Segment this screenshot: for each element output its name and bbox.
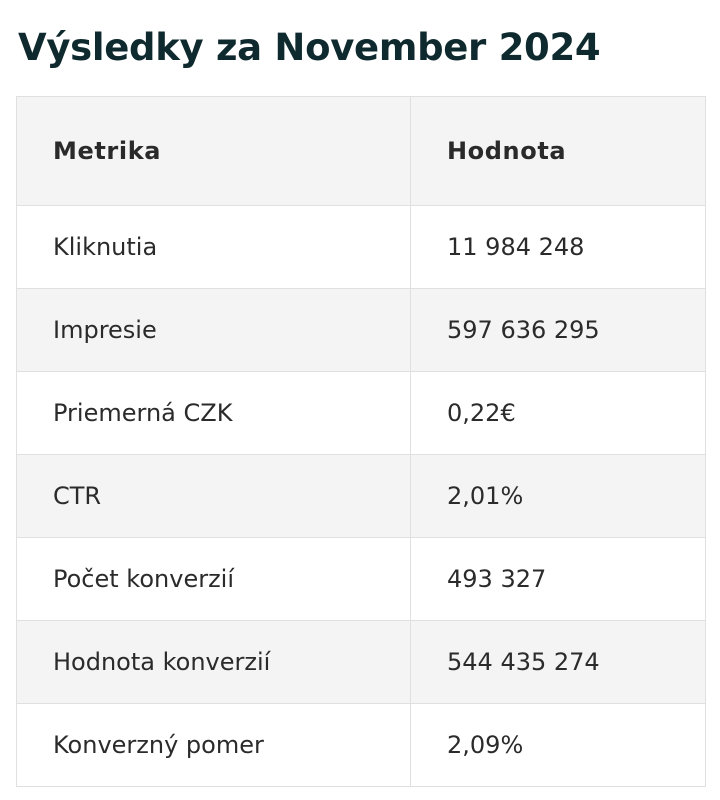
metric-cell: Kliknutia: [16, 205, 411, 289]
table-row-conversion-rate: Konverzný pomer 2,09%: [16, 703, 706, 787]
value-cell: 544 435 274: [410, 620, 706, 704]
metric-cell: Konverzný pomer: [16, 703, 411, 787]
table-row-average-cpc: Priemerná CZK 0,22€: [16, 371, 706, 455]
metric-cell: Počet konverzií: [16, 537, 411, 621]
table-row-impressions: Impresie 597 636 295: [16, 288, 706, 372]
value-cell: 2,01%: [410, 454, 706, 538]
results-table: Metrika Hodnota Kliknutia 11 984 248 Imp…: [16, 96, 706, 787]
table-header-row: Metrika Hodnota: [16, 96, 706, 206]
value-cell: 2,09%: [410, 703, 706, 787]
header-value: Hodnota: [410, 96, 706, 206]
results-table-container: Metrika Hodnota Kliknutia 11 984 248 Imp…: [16, 96, 706, 787]
table-row-conversions: Počet konverzií 493 327: [16, 537, 706, 621]
value-cell: 493 327: [410, 537, 706, 621]
metric-cell: Priemerná CZK: [16, 371, 411, 455]
metric-cell: CTR: [16, 454, 411, 538]
metric-cell: Hodnota konverzií: [16, 620, 411, 704]
value-cell: 11 984 248: [410, 205, 706, 289]
metric-cell: Impresie: [16, 288, 411, 372]
table-row-clicks: Kliknutia 11 984 248: [16, 205, 706, 289]
page-title: Výsledky za November 2024: [18, 26, 601, 69]
value-cell: 0,22€: [410, 371, 706, 455]
table-row-conversion-value: Hodnota konverzií 544 435 274: [16, 620, 706, 704]
header-metric: Metrika: [16, 96, 411, 206]
table-row-ctr: CTR 2,01%: [16, 454, 706, 538]
value-cell: 597 636 295: [410, 288, 706, 372]
